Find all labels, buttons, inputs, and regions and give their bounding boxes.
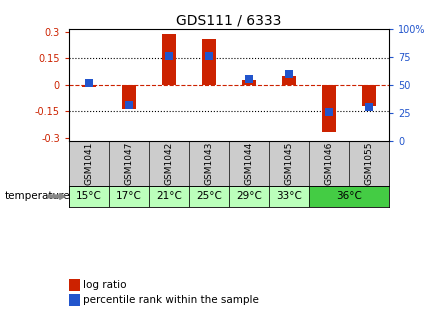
- Text: GSM1043: GSM1043: [205, 142, 214, 185]
- Bar: [229, 186, 269, 207]
- Text: 15°C: 15°C: [76, 192, 102, 201]
- Text: GSM1045: GSM1045: [285, 142, 294, 185]
- Bar: [82, 85, 96, 87]
- Text: 36°C: 36°C: [336, 192, 362, 201]
- Text: GSM1055: GSM1055: [365, 142, 374, 185]
- Bar: [109, 186, 149, 207]
- Text: temperature: temperature: [4, 192, 70, 201]
- Bar: [162, 34, 176, 85]
- Bar: [149, 186, 189, 207]
- Title: GDS111 / 6333: GDS111 / 6333: [177, 13, 282, 28]
- Text: percentile rank within the sample: percentile rank within the sample: [83, 295, 259, 305]
- Text: log ratio: log ratio: [83, 280, 127, 290]
- Text: GSM1044: GSM1044: [245, 142, 254, 185]
- Bar: [69, 186, 109, 207]
- Point: [166, 53, 173, 58]
- Bar: [322, 85, 336, 132]
- Bar: [122, 85, 136, 110]
- Point: [246, 77, 253, 82]
- Text: GSM1046: GSM1046: [325, 142, 334, 185]
- Text: GSM1041: GSM1041: [85, 142, 93, 185]
- Point: [206, 53, 213, 58]
- Bar: [202, 39, 216, 85]
- Point: [85, 80, 93, 85]
- Text: GSM1042: GSM1042: [165, 142, 174, 185]
- Bar: [189, 186, 229, 207]
- Bar: [269, 186, 309, 207]
- Text: 17°C: 17°C: [116, 192, 142, 201]
- Text: 25°C: 25°C: [196, 192, 222, 201]
- Point: [326, 109, 333, 115]
- Point: [366, 105, 373, 110]
- Bar: [362, 85, 376, 106]
- Bar: [282, 76, 296, 85]
- Point: [286, 71, 293, 76]
- Text: GSM1047: GSM1047: [125, 142, 134, 185]
- Text: 33°C: 33°C: [276, 192, 302, 201]
- Point: [125, 102, 133, 108]
- Bar: [242, 80, 256, 85]
- Text: 21°C: 21°C: [156, 192, 182, 201]
- Text: 29°C: 29°C: [236, 192, 262, 201]
- Bar: [309, 186, 389, 207]
